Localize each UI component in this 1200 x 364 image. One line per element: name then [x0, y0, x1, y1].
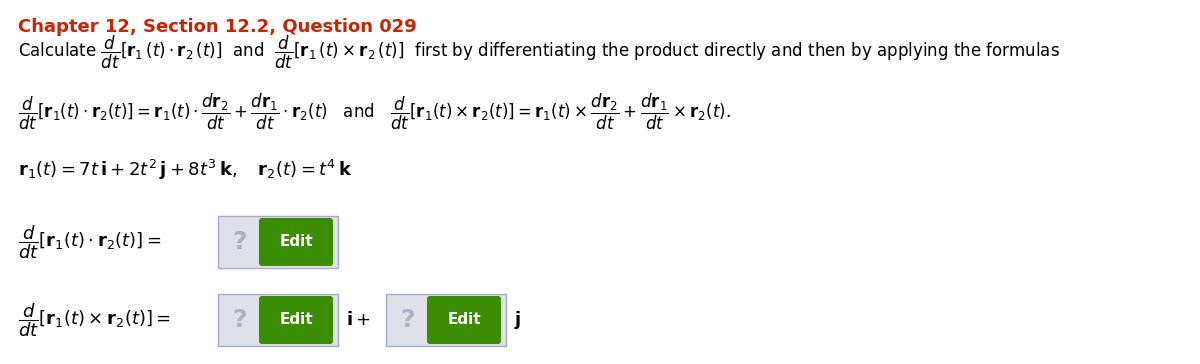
- Text: $\dfrac{d}{dt}[\mathbf{r}_1(t) \cdot \mathbf{r}_2(t)] = \mathbf{r}_1(t) \cdot \d: $\dfrac{d}{dt}[\mathbf{r}_1(t) \cdot \ma…: [18, 92, 731, 132]
- Text: $\dfrac{d}{dt}[\mathbf{r}_1(t) \cdot \mathbf{r}_2(t)] = $: $\dfrac{d}{dt}[\mathbf{r}_1(t) \cdot \ma…: [18, 223, 162, 261]
- Text: ?: ?: [233, 230, 247, 254]
- FancyBboxPatch shape: [218, 216, 338, 268]
- Text: $\mathbf{i}+$: $\mathbf{i}+$: [346, 311, 371, 329]
- Text: $\mathbf{r}_1(t) = 7t\,\mathbf{i} + 2t^2\,\mathbf{j} + 8t^3\,\mathbf{k},\quad \m: $\mathbf{r}_1(t) = 7t\,\mathbf{i} + 2t^2…: [18, 158, 353, 182]
- Text: Edit: Edit: [448, 313, 481, 328]
- FancyBboxPatch shape: [427, 296, 502, 344]
- Text: $\mathbf{j}$: $\mathbf{j}$: [514, 309, 521, 331]
- FancyBboxPatch shape: [386, 294, 506, 346]
- FancyBboxPatch shape: [218, 294, 338, 346]
- Text: Chapter 12, Section 12.2, Question 029: Chapter 12, Section 12.2, Question 029: [18, 18, 416, 36]
- Text: Edit: Edit: [280, 313, 313, 328]
- FancyBboxPatch shape: [259, 218, 334, 266]
- Text: $\dfrac{d}{dt}[\mathbf{r}_1(t) \times \mathbf{r}_2(t)] = $: $\dfrac{d}{dt}[\mathbf{r}_1(t) \times \m…: [18, 301, 170, 339]
- Text: Edit: Edit: [280, 234, 313, 249]
- Text: ?: ?: [401, 308, 415, 332]
- Text: Calculate $\dfrac{d}{dt}[\mathbf{r}_1\,(t) \cdot \mathbf{r}_2\,(t)]$  and  $\dfr: Calculate $\dfrac{d}{dt}[\mathbf{r}_1\,(…: [18, 33, 1060, 71]
- FancyBboxPatch shape: [259, 296, 334, 344]
- Text: ?: ?: [233, 308, 247, 332]
